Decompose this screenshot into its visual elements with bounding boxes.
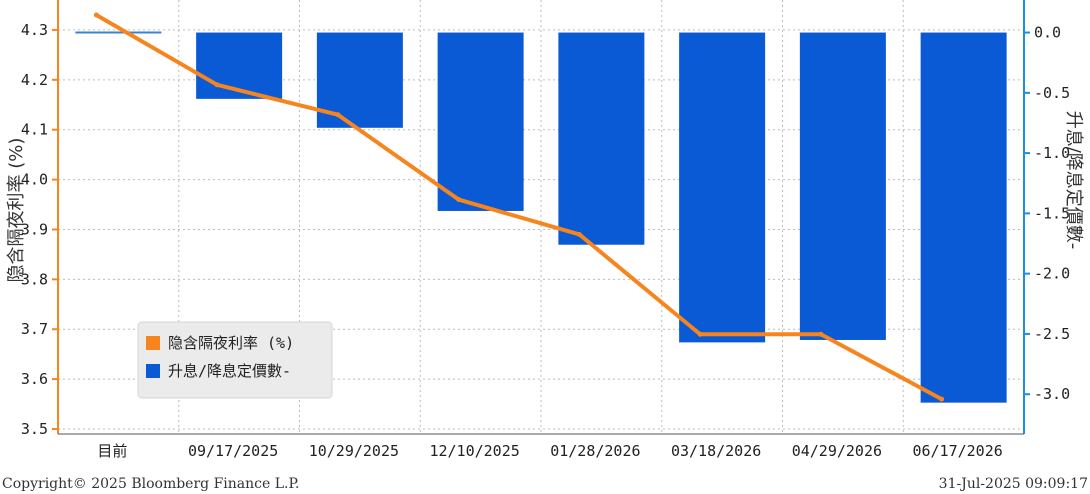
legend-box	[137, 321, 333, 399]
x-tick-label: 10/29/2025	[309, 442, 399, 460]
left-tick-label: 4.2	[21, 71, 48, 89]
line-layer	[93, 12, 945, 402]
bar	[558, 32, 645, 245]
left-tick-label: 3.7	[21, 320, 48, 338]
x-tick-label: 03/18/2026	[671, 442, 761, 460]
line-point	[818, 331, 824, 337]
x-tick-label: 目前	[97, 442, 127, 460]
right-tick-label: -0.5	[1034, 84, 1070, 102]
bar	[196, 32, 283, 99]
x-tick-label: 12/10/2025	[429, 442, 519, 460]
series-line	[94, 12, 944, 402]
legend-swatch-line	[146, 336, 160, 350]
copyright-text: Copyright© 2025 Bloomberg Finance L.P.	[2, 476, 300, 492]
line-point	[93, 12, 99, 18]
right-tick-label: -2.5	[1034, 325, 1070, 343]
left-tick-label: 3.5	[21, 420, 48, 438]
legend-label-bar: 升息/降息定價數-	[168, 362, 291, 380]
line-point	[697, 331, 703, 337]
bar	[679, 32, 766, 343]
x-tick-label: 01/28/2026	[550, 442, 640, 460]
legend-swatch-bar	[146, 364, 160, 378]
left-tick-label: 4.0	[21, 171, 48, 189]
timestamp-text: 31-Jul-2025 09:09:17	[939, 476, 1088, 492]
bar	[920, 32, 1007, 403]
axis-layer: 4.3 4.2 4.1 4.0 3.9 3.8 3.7 3.6 3.5 0.0 -0.5 -1.0 -1…	[21, 0, 1070, 460]
line-point	[576, 231, 582, 237]
right-tick-label: -2.0	[1034, 265, 1070, 283]
left-tick-label: 4.3	[21, 21, 48, 39]
right-axis-title: 升息/降息定價數-	[1063, 111, 1084, 250]
line-point	[939, 396, 945, 402]
right-tick-label: -1.5	[1034, 204, 1070, 222]
bar-layer	[75, 31, 1007, 403]
right-tick-label: 0.0	[1034, 24, 1061, 42]
right-tick-label: -1.0	[1034, 144, 1070, 162]
right-tick-label: -3.0	[1034, 385, 1070, 403]
left-tick-label: 3.9	[21, 220, 48, 238]
left-axis-title: 隐含隔夜利率 (%)	[6, 138, 27, 283]
x-tick-label: 09/17/2025	[188, 442, 278, 460]
bar	[437, 32, 524, 211]
left-tick-label: 3.8	[21, 270, 48, 288]
line-point	[456, 197, 462, 203]
x-tick-label: 04/29/2026	[792, 442, 882, 460]
x-tick-label: 06/17/2026	[912, 442, 1002, 460]
legend: 隐含隔夜利率 (%) 升息/降息定價數-	[137, 321, 333, 399]
left-tick-label: 4.1	[21, 121, 48, 139]
line-point	[335, 112, 341, 118]
left-tick-label: 3.6	[21, 370, 48, 388]
bar	[799, 32, 886, 340]
legend-label-line: 隐含隔夜利率 (%)	[168, 334, 294, 352]
line-point	[214, 82, 220, 88]
